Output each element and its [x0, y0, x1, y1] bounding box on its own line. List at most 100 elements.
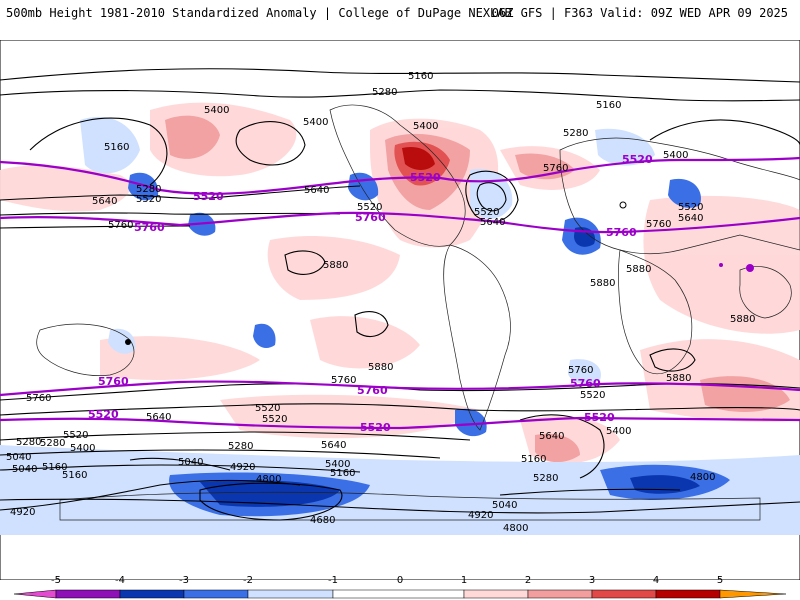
contour-label: 5040 — [178, 457, 203, 468]
contour-label: 5400 — [303, 117, 328, 128]
contour-label: 5280 — [533, 473, 558, 484]
colorbar-swatch — [247, 589, 334, 599]
map-markers — [125, 201, 754, 345]
map-title: 500mb Height 1981-2010 Standardized Anom… — [6, 6, 512, 20]
model-run-info: 06Z GFS | F363 Valid: 09Z WED APR 09 202… — [491, 6, 788, 20]
contour-label: 4920 — [10, 507, 35, 518]
reference-label: 5760 — [606, 226, 637, 239]
contour-label: 5640 — [146, 412, 171, 423]
contour-label: 5520 — [678, 202, 703, 213]
contour-label: 5400 — [325, 459, 350, 470]
contour-label: 5400 — [606, 426, 631, 437]
contour-label: 4680 — [310, 515, 335, 526]
colorbar-tick-label: 2 — [525, 575, 531, 586]
contour-label: 5760 — [26, 393, 51, 404]
colorbar-tick-label: -2 — [243, 575, 253, 586]
reference-label: 5520 — [410, 171, 441, 184]
colorbar-tick-label: 4 — [653, 575, 659, 586]
contour-label: 5520 — [580, 390, 605, 401]
reference-label: 5520 — [622, 153, 653, 166]
contour-label: 5640 — [678, 213, 703, 224]
colorbar-ticks: -5 -4 -3 -2 -1 0 1 2 3 4 5 — [51, 575, 723, 586]
contour-label: 5280 — [372, 87, 397, 98]
contour-label: 4800 — [256, 474, 281, 485]
positive-anomaly-shading — [0, 102, 800, 464]
contour-label: 5520 — [357, 202, 382, 213]
colorbar-arrow-left — [13, 589, 57, 599]
reference-label: 5760 — [134, 221, 165, 234]
contour-label: 5880 — [323, 260, 348, 271]
contour-label: 5160 — [521, 454, 546, 465]
colorbar-tick-label: 3 — [589, 575, 595, 586]
contour-label: 5280 — [228, 441, 253, 452]
reference-contour-labels: 5520 5760 5520 5760 5520 5760 5760 5760 … — [88, 153, 653, 434]
contour-label: 5040 — [12, 464, 37, 475]
contour-label: 5040 — [6, 452, 31, 463]
reference-label: 5520 — [193, 190, 224, 203]
colorbar-swatch — [463, 589, 529, 599]
reference-label: 5760 — [570, 377, 601, 390]
contour-label: 5520 — [262, 414, 287, 425]
coastlines — [36, 104, 800, 521]
contour-label: 5880 — [666, 373, 691, 384]
colorbar-swatches — [13, 589, 787, 599]
reference-label: 5520 — [360, 421, 391, 434]
contour-label: 5880 — [626, 264, 651, 275]
colorbar-tick-label: 1 — [461, 575, 467, 586]
contour-label: 4800 — [503, 523, 528, 534]
anomaly-map: 5160 5280 5400 5400 5400 5160 5280 5520 … — [0, 40, 800, 580]
colorbar-tick-label: -5 — [51, 575, 61, 586]
contour-label: 5640 — [304, 185, 329, 196]
contour-label: 5400 — [413, 121, 438, 132]
colorbar-arrow-right — [719, 589, 787, 599]
contour-label: 5640 — [480, 217, 505, 228]
contour-label: 5760 — [331, 375, 356, 386]
contour-label: 5040 — [492, 500, 517, 511]
contour-label: 5160 — [62, 470, 87, 481]
contour-label: 5760 — [646, 219, 671, 230]
title-bar: 500mb Height 1981-2010 Standardized Anom… — [0, 0, 800, 30]
contour-label: 5520 — [474, 207, 499, 218]
colorbar-tick-label: -4 — [115, 575, 125, 586]
anomaly-colorbar: -5 -4 -3 -2 -1 0 1 2 3 4 5 — [13, 575, 787, 599]
contour-label: 5160 — [104, 142, 129, 153]
contour-label: 5160 — [408, 71, 433, 82]
contour-label: 5400 — [663, 150, 688, 161]
colorbar-tick-label: 5 — [717, 575, 723, 586]
contour-label: 5280 — [40, 438, 65, 449]
colorbar-tick-label: -3 — [179, 575, 189, 586]
contour-labels: 5160 5280 5400 5400 5400 5160 5280 5520 … — [6, 71, 755, 534]
colorbar-swatch — [591, 589, 657, 599]
contour-label: 5520 — [63, 430, 88, 441]
colorbar-swatch — [527, 589, 593, 599]
colorbar-swatch — [55, 589, 121, 599]
contour-label: 5160 — [330, 468, 355, 479]
contour-label: 4920 — [468, 510, 493, 521]
contour-label: 5280 — [563, 128, 588, 139]
colorbar-tick-label: -1 — [328, 575, 338, 586]
contour-label: 5520 — [255, 403, 280, 414]
contour-label: 5280 — [16, 437, 41, 448]
reference-label: 5520 — [88, 408, 119, 421]
contour-label: 5280 — [136, 184, 161, 195]
reference-label: 5760 — [357, 384, 388, 397]
contour-label: 5160 — [42, 462, 67, 473]
contour-label: 5760 — [108, 220, 133, 231]
colorbar-swatch — [655, 589, 721, 599]
contour-label: 5880 — [368, 362, 393, 373]
contour-label: 4920 — [230, 462, 255, 473]
colorbar-swatch — [183, 589, 249, 599]
reference-label: 5520 — [584, 411, 615, 424]
contour-label: 5640 — [539, 431, 564, 442]
contour-label: 5880 — [590, 278, 615, 289]
colorbar-swatch — [332, 589, 465, 599]
contour-label: 5640 — [321, 440, 346, 451]
contour-label: 5880 — [730, 314, 755, 325]
contour-label: 5520 — [136, 194, 161, 205]
contour-label: 4800 — [690, 472, 715, 483]
colorbar-swatch — [119, 589, 185, 599]
reference-contours — [0, 156, 800, 430]
colorbar-tick-label: 0 — [397, 575, 403, 586]
reference-label: 5760 — [98, 375, 129, 388]
contour-label: 5400 — [204, 105, 229, 116]
